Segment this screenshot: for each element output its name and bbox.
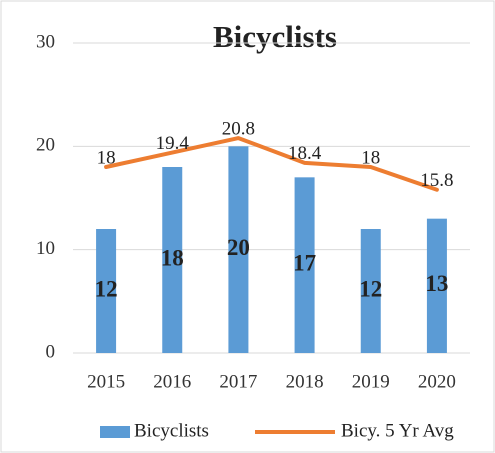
line <box>104 136 439 192</box>
x-tick-label: 2016 <box>153 371 191 392</box>
bar-label: 12 <box>95 276 118 301</box>
bar <box>228 146 249 353</box>
legend-label: Bicy. 5 Yr Avg <box>341 420 454 441</box>
x-tick-label: 2018 <box>286 371 324 392</box>
bar-label: 12 <box>359 276 382 301</box>
line-label: 15.8 <box>420 170 453 191</box>
line-label: 19.4 <box>156 133 190 154</box>
bar <box>162 167 183 353</box>
legend-swatch <box>100 426 130 438</box>
chart-title: Bicyclists <box>213 19 337 54</box>
bar <box>294 177 315 353</box>
y-tick-label: 20 <box>36 135 55 156</box>
bar-label: 13 <box>425 271 448 296</box>
bar-label: 20 <box>227 235 250 260</box>
y-tick-label: 10 <box>36 238 55 259</box>
bar-label: 17 <box>293 250 316 275</box>
x-tick-label: 2015 <box>87 371 125 392</box>
bar <box>360 229 381 353</box>
y-tick-label: 0 <box>46 341 56 362</box>
legend-label: Bicyclists <box>134 420 209 441</box>
line-label: 18.4 <box>288 143 322 164</box>
y-tick-label: 30 <box>36 31 55 52</box>
line-label: 20.8 <box>222 118 255 139</box>
line-label: 18 <box>97 147 116 168</box>
x-tick-label: 2020 <box>418 371 456 392</box>
bar <box>96 229 117 353</box>
x-tick-label: 2017 <box>219 371 257 392</box>
line-label: 18 <box>361 147 380 168</box>
bar-label: 18 <box>161 245 184 270</box>
x-tick-label: 2019 <box>352 371 390 392</box>
bar <box>426 218 447 353</box>
